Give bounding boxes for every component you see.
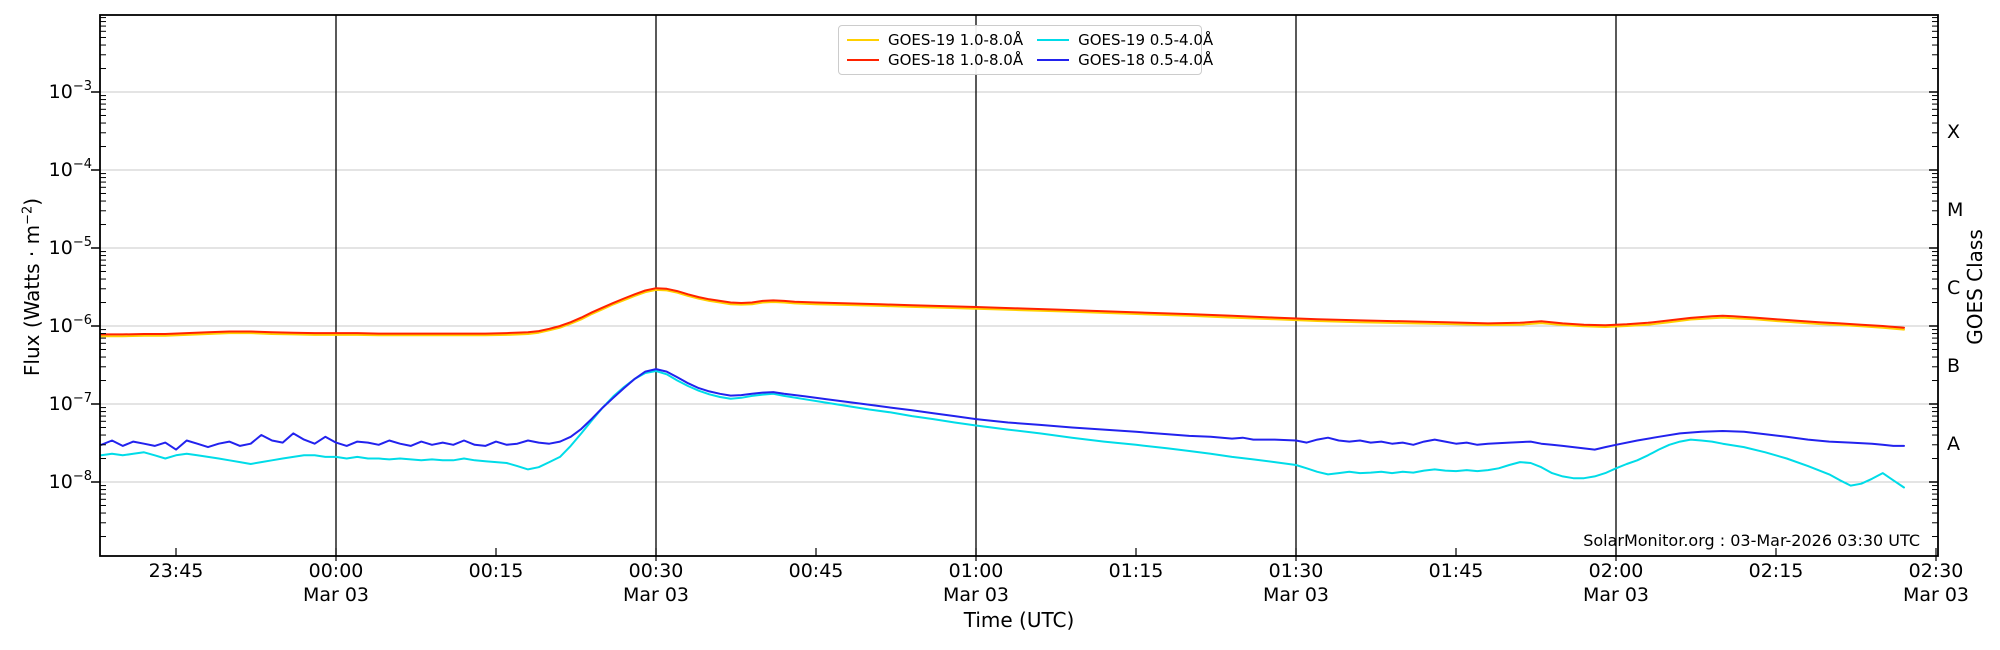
x-tick-date-label: Mar 03 (303, 584, 369, 606)
x-tick-label: 02:30 (1909, 560, 1964, 582)
series-lines (100, 287, 1905, 489)
x-tick-label: 00:00 (309, 560, 364, 582)
x-tick-label: 00:15 (469, 560, 524, 582)
goes-class-labels: X M C B A (1947, 121, 1963, 455)
x-tick-date-label: Mar 03 (1583, 584, 1649, 606)
goes-class-label-C: C (1947, 277, 1960, 299)
x-tick-date-label: Mar 03 (623, 584, 689, 606)
solarmonitor-annotation: SolarMonitor.org : 03-Mar-2026 03:30 UTC (1583, 531, 1920, 550)
y-axis-title-close: ) (20, 197, 44, 206)
y-tick-labels: 10−3 10−4 10−5 10−6 10−7 10−8 (49, 79, 92, 493)
series-line-2 (100, 370, 1905, 489)
legend-label-goes19-short: GOES-19 0.5-4.0Å (1078, 31, 1214, 49)
right-axis-title: GOES Class (1963, 229, 1987, 345)
x-tick-label: 02:00 (1589, 560, 1644, 582)
x-tick-label: 23:45 (149, 560, 204, 582)
legend-label-goes18-long: GOES-18 1.0-8.0Å (888, 51, 1024, 69)
legend-item-goes18-long: GOES-18 1.0-8.0Å (847, 50, 1023, 70)
x-tick-date-label: Mar 03 (943, 584, 1009, 606)
y-axis-title: Flux (Watts · m−2) (20, 177, 44, 397)
y-tick-label: 10−8 (49, 469, 92, 493)
legend: GOES-19 1.0-8.0Å GOES-18 1.0-8.0Å GOES-1… (838, 25, 1213, 75)
x-tick-label: 00:45 (789, 560, 844, 582)
x-tick-label: 00:30 (629, 560, 684, 582)
legend-item-goes19-long: GOES-19 1.0-8.0Å (847, 30, 1023, 50)
y-axis-title-text: Flux (Watts · m (20, 224, 44, 377)
y-tick-label: 10−6 (49, 313, 92, 337)
legend-item-goes18-short: GOES-18 0.5-4.0Å (1037, 50, 1213, 70)
date-gridlines (335, 15, 1617, 556)
y-tick-label: 10−4 (49, 157, 92, 181)
legend-item-goes19-short: GOES-19 0.5-4.0Å (1037, 30, 1213, 50)
y-gridlines (100, 91, 1938, 483)
goes-class-label-X: X (1947, 121, 1960, 143)
x-tick-date-label: Mar 03 (1263, 584, 1329, 606)
x-tick-label: 01:45 (1429, 560, 1484, 582)
legend-swatch-goes19-short (1037, 39, 1070, 41)
x-ticks (175, 548, 1937, 561)
legend-swatch-goes18-short (1037, 59, 1070, 61)
series-line-1 (100, 287, 1905, 336)
x-tick-label: 02:15 (1749, 560, 1804, 582)
legend-label-goes18-short: GOES-18 0.5-4.0Å (1078, 51, 1214, 69)
x-axis-title: Time (UTC) (963, 608, 1075, 632)
goes-class-label-A: A (1947, 433, 1960, 455)
y-axis-title-exponent: −2 (20, 205, 36, 225)
x-tick-date-label: Mar 03 (1903, 584, 1969, 606)
legend-swatch-goes19-long (847, 39, 879, 41)
goes-class-label-B: B (1947, 355, 1960, 377)
y-tick-label: 10−5 (49, 235, 92, 259)
series-line-0 (100, 288, 1905, 338)
y-ticks (91, 17, 1938, 538)
x-tick-label: 01:15 (1109, 560, 1164, 582)
x-tick-label: 01:30 (1269, 560, 1324, 582)
axes-spines (99, 14, 1939, 557)
y-tick-label: 10−7 (49, 391, 92, 415)
x-tick-label: 01:00 (949, 560, 1004, 582)
legend-label-goes19-long: GOES-19 1.0-8.0Å (888, 31, 1024, 49)
goes-class-label-M: M (1947, 199, 1963, 221)
legend-swatch-goes18-long (847, 59, 879, 61)
y-tick-label: 10−3 (49, 79, 92, 103)
series-line-3 (100, 368, 1905, 451)
